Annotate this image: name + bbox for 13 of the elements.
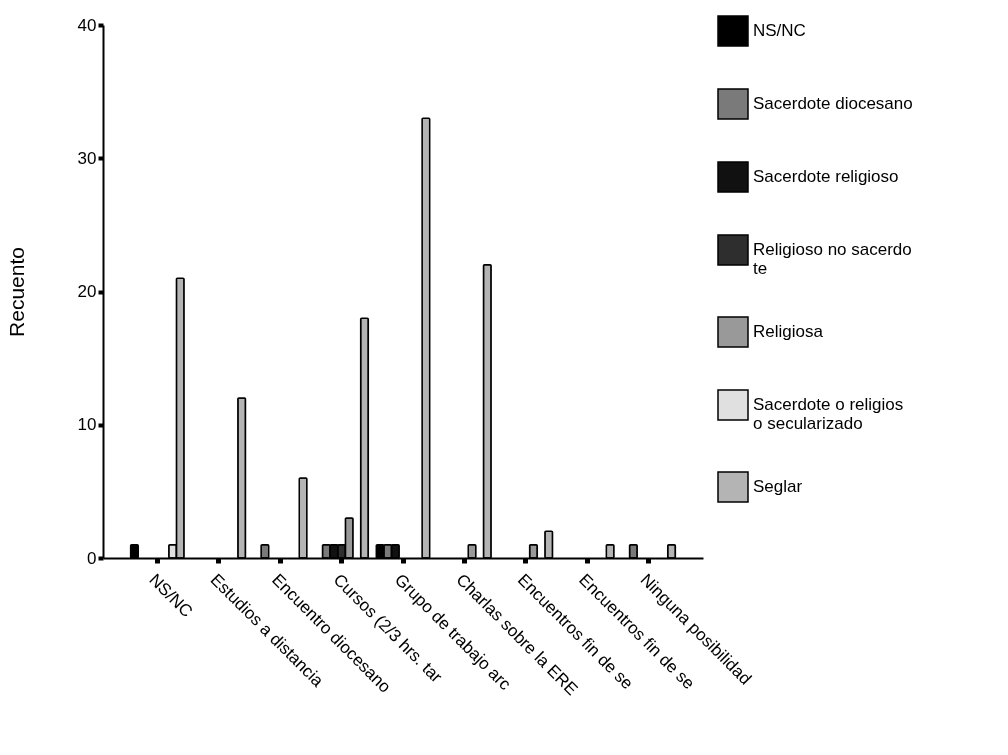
legend-label: Sacerdote religioso	[753, 167, 899, 186]
legend-label: Sacerdote diocesano	[753, 94, 913, 113]
y-tick-label: 20	[77, 282, 97, 301]
y-tick-label: 30	[77, 148, 97, 168]
legend-label: Seglar	[753, 477, 803, 496]
legend-label: Religiosa	[753, 322, 824, 341]
legend-label: Religioso no sacerdote	[753, 240, 912, 278]
y-axis-title: Recuento	[4, 247, 28, 337]
legend-label: NS/NC	[753, 21, 806, 40]
y-tick-label: 40	[77, 15, 97, 35]
legend-label: Sacerdote o religioso secularizado	[753, 395, 904, 433]
y-tick-label: 10	[77, 415, 97, 435]
y-tick-label: 0	[87, 548, 97, 568]
